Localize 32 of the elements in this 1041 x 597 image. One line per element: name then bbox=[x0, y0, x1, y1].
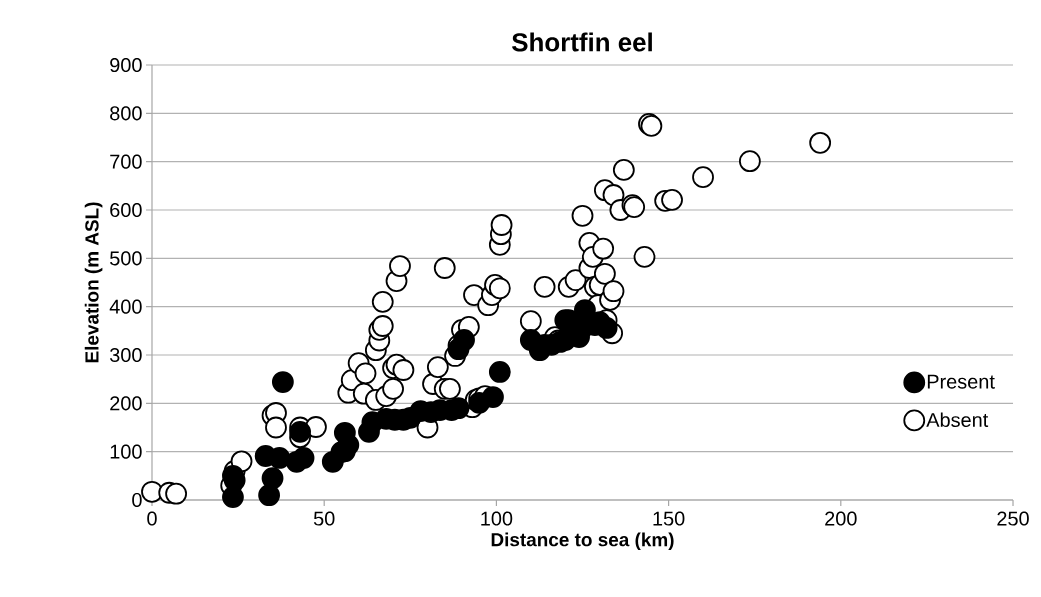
x-axis-title: Distance to sea (km) bbox=[491, 532, 674, 551]
y-axis-title: Elevation (m ASL) bbox=[84, 202, 103, 363]
y-tick-label: 800 bbox=[110, 106, 142, 121]
y-tick-label: 400 bbox=[109, 299, 142, 314]
y-tick-label: 200 bbox=[110, 396, 142, 411]
legend-label: Absent bbox=[926, 412, 989, 428]
y-tick-label: 700 bbox=[110, 154, 142, 169]
y-tick-label: 100 bbox=[110, 444, 142, 459]
point bbox=[574, 299, 596, 321]
chart-title: Shortfin eel bbox=[512, 32, 652, 52]
x-tick-label: 250 bbox=[997, 511, 1029, 526]
y-tick-label: 0 bbox=[132, 492, 142, 508]
point bbox=[289, 420, 311, 443]
y-tick-label: 300 bbox=[110, 347, 142, 363]
y-tick-label: 600 bbox=[110, 202, 142, 218]
legend-label: Present bbox=[927, 374, 995, 389]
point bbox=[595, 317, 618, 339]
x-tick-label: 150 bbox=[653, 511, 685, 526]
point bbox=[488, 361, 511, 383]
point bbox=[258, 484, 280, 507]
point bbox=[292, 447, 315, 469]
point bbox=[268, 447, 291, 469]
point bbox=[337, 434, 360, 456]
x-tick-label: 0 bbox=[147, 511, 157, 526]
y-tick-label: 900 bbox=[110, 57, 142, 73]
point bbox=[271, 371, 294, 393]
x-tick-label: 100 bbox=[481, 511, 513, 526]
y-tick-label: 500 bbox=[110, 251, 142, 266]
x-tick-label: 50 bbox=[313, 511, 335, 526]
point bbox=[482, 386, 504, 408]
point bbox=[261, 467, 284, 490]
x-tick-label: 200 bbox=[825, 511, 857, 526]
